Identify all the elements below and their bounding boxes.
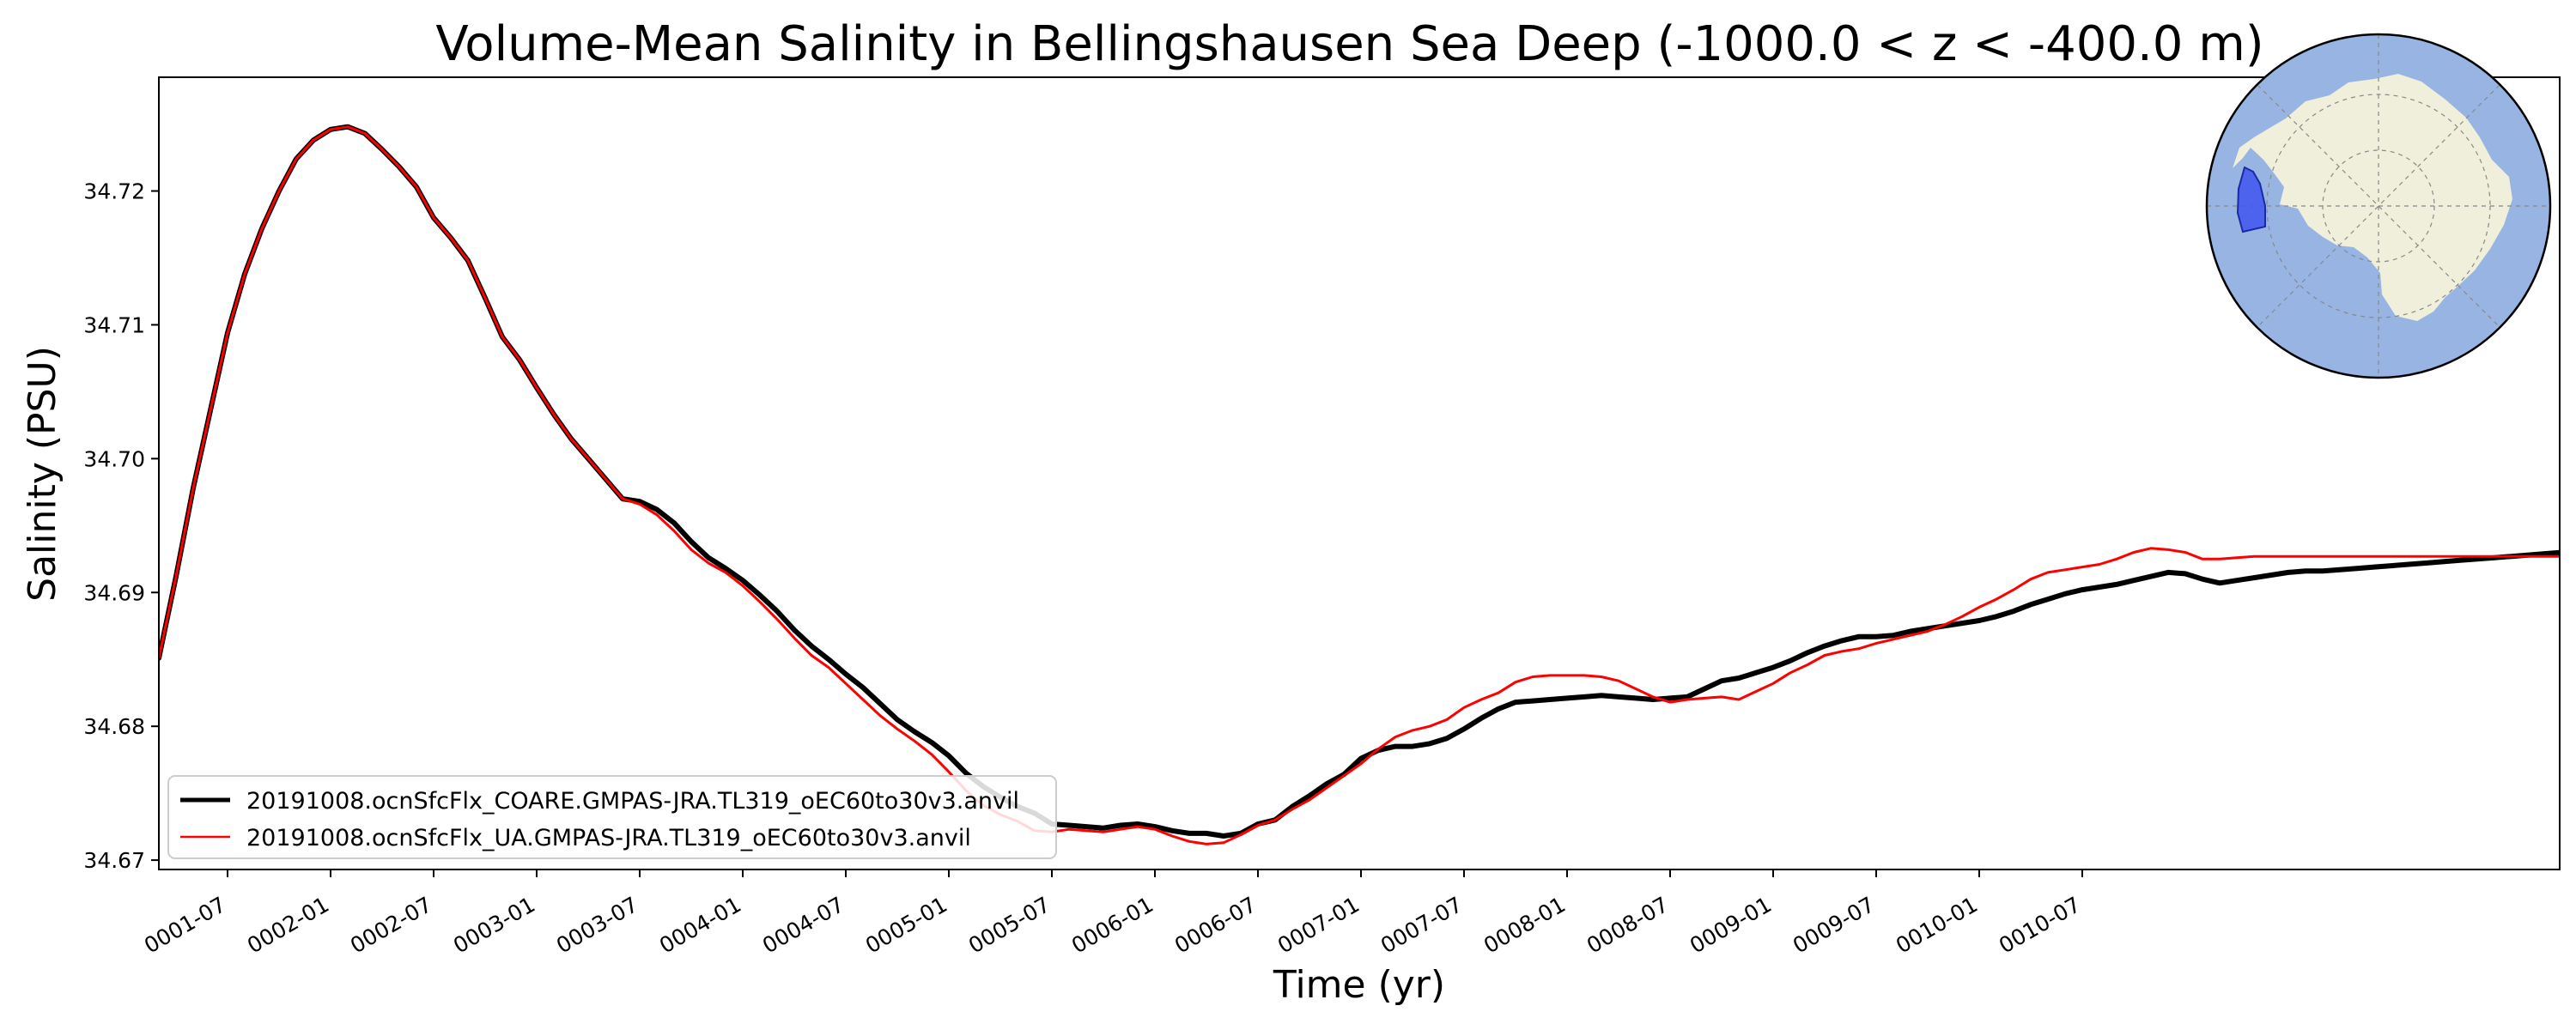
legend: 20191008.ocnSfcFlx_COARE.GMPAS-JRA.TL319… <box>167 775 1057 859</box>
antarctica-region-map <box>2205 33 2552 379</box>
y-tick-label: 34.69 <box>83 580 145 605</box>
legend-label-ua: 20191008.ocnSfcFlx_UA.GMPAS-JRA.TL319_oE… <box>246 825 971 851</box>
map-border <box>2205 33 2552 379</box>
chart-title: Volume-Mean Salinity in Bellingshausen S… <box>435 16 2263 72</box>
series-layer <box>159 124 2560 845</box>
y-tick-label: 34.67 <box>83 848 145 873</box>
legend-box <box>167 775 1057 859</box>
y-axis-label: Salinity (PSU) <box>21 346 64 602</box>
antarctica-land <box>2233 74 2512 321</box>
y-tick-label: 34.71 <box>83 312 145 337</box>
plot-frame <box>158 76 2561 870</box>
y-tick-label: 34.72 <box>83 179 145 204</box>
legend-label-coare: 20191008.ocnSfcFlx_COARE.GMPAS-JRA.TL319… <box>246 788 1019 815</box>
y-tick-label: 34.70 <box>83 446 145 471</box>
series-line-ua <box>159 125 2560 845</box>
bellingshausen-sea-region <box>2236 166 2266 233</box>
x-axis-label: Time (yr) <box>1273 963 1445 1007</box>
y-tick-label: 34.68 <box>83 714 145 739</box>
y-axis-ticks: 34.67 34.68 34.69 34.70 34.71 34.72 <box>83 179 159 873</box>
